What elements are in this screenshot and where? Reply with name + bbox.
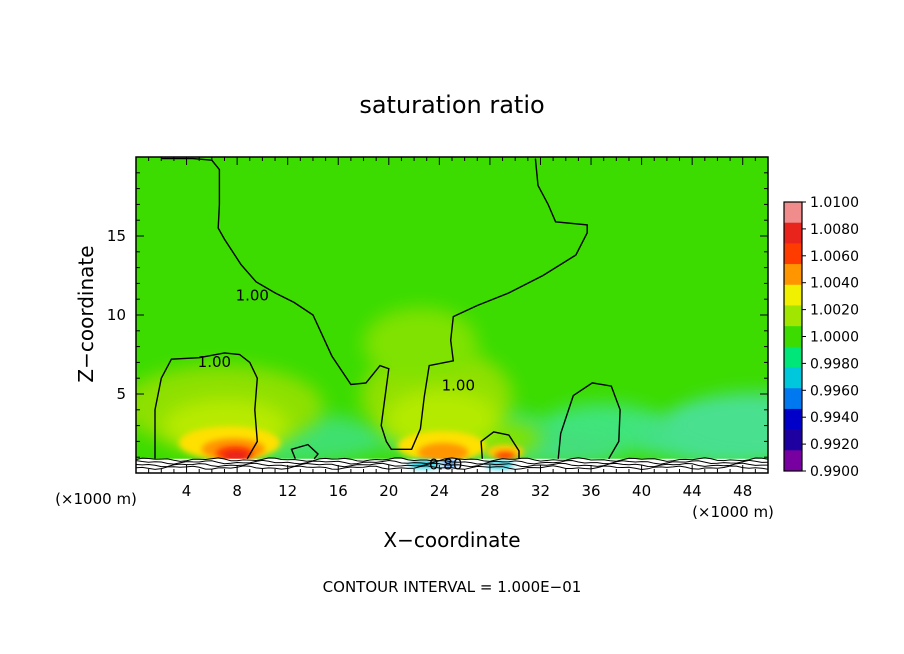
- contour-1.00-bump-13: [290, 443, 319, 460]
- x-tick-label: 20: [379, 482, 398, 500]
- contour-label: 1.00: [236, 287, 269, 305]
- x-unit-right: (×1000 m): [692, 503, 774, 521]
- colorbar-label: 0.9960: [810, 383, 859, 399]
- colorbar-swatch: [784, 429, 802, 451]
- field-patch: [363, 307, 478, 379]
- contour-1.00-right: [557, 382, 621, 460]
- colorbar-label: 1.0040: [810, 276, 859, 292]
- plot-area: 1.00 1.00 1.00 0.80: [136, 157, 768, 474]
- x-tick-label: 40: [632, 482, 651, 500]
- field-patch: [223, 450, 249, 461]
- x-axis-label: X−coordinate: [383, 528, 520, 552]
- colorbar-label: 1.0080: [810, 222, 859, 238]
- colorbar-label: 0.9920: [810, 437, 859, 453]
- chart-title: saturation ratio: [359, 91, 544, 119]
- contour-label: 1.00: [198, 353, 231, 371]
- y-tick-label: 15: [107, 227, 126, 245]
- field-patch: [385, 389, 499, 450]
- colorbar-label: 0.9900: [810, 464, 859, 480]
- contour-surface: [136, 462, 768, 468]
- x-tick-label: 28: [480, 482, 499, 500]
- colorbar-label: 1.0000: [810, 330, 859, 346]
- contour-label: 0.80: [429, 456, 462, 474]
- x-tick-label: 4: [182, 482, 192, 500]
- colorbar-swatch: [784, 222, 802, 244]
- x-axis: 4 8 12 16 20 24 28 32 36 40 44 48: [148, 157, 756, 500]
- colorbar-swatch: [784, 264, 802, 286]
- field-patch: [417, 442, 469, 462]
- y-axis-label: Z−coordinate: [74, 245, 98, 382]
- colorbar-label: 1.0100: [810, 195, 859, 211]
- contour-surface: [136, 459, 768, 465]
- colorbar-swatch: [784, 388, 802, 410]
- x-tick-label: 24: [430, 482, 449, 500]
- contour-1.00-main: [161, 157, 588, 450]
- x-unit-left: (×1000 m): [55, 490, 137, 508]
- contour-surface: [136, 457, 768, 462]
- y-axis: 5 10 15: [107, 172, 768, 458]
- colorbar-swatch: [784, 202, 802, 224]
- colorbar-label: 1.0020: [810, 303, 859, 319]
- colorbar-swatch: [784, 450, 802, 472]
- colorbar-label: 1.0060: [810, 249, 859, 265]
- x-tick-label: 48: [733, 482, 752, 500]
- colorbar-swatch: [784, 326, 802, 348]
- colorbar: 1.0100 1.0080 1.0060 1.0040 1.0020 1.0000 0.99…: [783, 195, 859, 480]
- x-tick-label: 44: [683, 482, 702, 500]
- x-tick-label: 16: [329, 482, 348, 500]
- heatmap-field: [136, 157, 768, 473]
- contour-1.00-left: [154, 352, 259, 460]
- colorbar-label: 0.9940: [810, 410, 859, 426]
- y-tick-label: 10: [107, 306, 126, 324]
- colorbar-swatch: [784, 284, 802, 306]
- colorbar-swatch: [784, 367, 802, 389]
- contour-1.00-bump-29: [480, 431, 520, 459]
- contour-lines: 1.00 1.00 1.00 0.80: [136, 157, 768, 474]
- colorbar-swatch: [784, 243, 802, 265]
- colorbar-swatch: [784, 346, 802, 369]
- x-tick-label: 12: [278, 482, 297, 500]
- field-patch: [494, 451, 516, 460]
- x-tick-label: 32: [531, 482, 550, 500]
- y-tick-label: 5: [116, 385, 126, 403]
- contour-surface: [136, 465, 768, 471]
- colorbar-swatch: [784, 305, 802, 327]
- x-tick-label: 36: [581, 482, 600, 500]
- colorbar-label: 0.9980: [810, 356, 859, 372]
- colorbar-swatch: [784, 408, 802, 431]
- contour-interval-note: CONTOUR INTERVAL = 1.000E−01: [323, 578, 582, 596]
- field-patch: [666, 392, 768, 459]
- x-tick-label: 8: [232, 482, 242, 500]
- contour-label: 1.00: [442, 377, 475, 395]
